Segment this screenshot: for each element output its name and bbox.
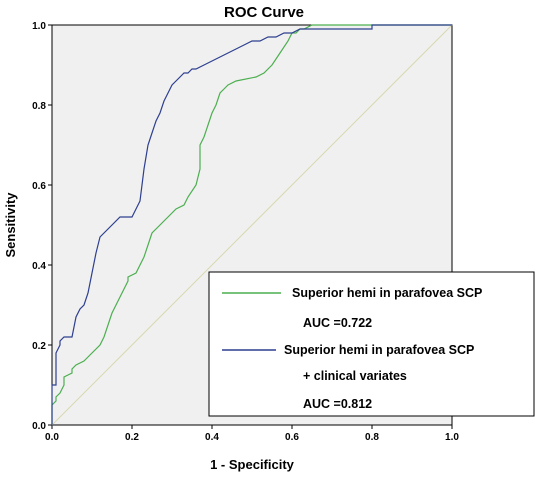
legend-label-clinical-variates: + clinical variates: [303, 369, 407, 383]
x-tick-label: 0.0: [45, 432, 59, 443]
legend: Superior hemi in parafovea SCP AUC =0.72…: [208, 271, 535, 417]
x-tick-label: 0.2: [125, 432, 139, 443]
legend-label-superior-hemi-clinical: Superior hemi in parafovea SCP: [284, 343, 474, 357]
reference-diagonal-line: [51, 24, 453, 426]
y-tick-label: 0.0: [32, 421, 46, 432]
y-tick-label: 0.8: [32, 101, 46, 112]
x-tick-label: 0.4: [205, 432, 219, 443]
y-tick-label: 0.4: [32, 261, 46, 272]
series-line-superior-hemi-clinical: [51, 24, 452, 425]
x-axis: 0.0 0.2 0.4 0.6 0.8 1.0: [45, 425, 459, 443]
y-tick-label: 0.6: [32, 181, 46, 192]
x-tick-label: 1.0: [445, 432, 459, 443]
x-tick-label: 0.8: [365, 432, 379, 443]
legend-label-superior-hemi: Superior hemi in parafovea SCP: [292, 286, 482, 300]
legend-auc-superior-hemi: AUC =0.722: [303, 316, 372, 330]
chart-title: ROC Curve: [224, 4, 304, 21]
y-tick-label: 1.0: [32, 21, 46, 32]
x-tick-label: 0.6: [285, 432, 299, 443]
y-tick-label: 0.2: [32, 341, 46, 352]
legend-auc-superior-hemi-clinical: AUC =0.812: [303, 397, 372, 411]
series-line-superior-hemi: [51, 24, 452, 425]
x-axis-title: 1 - Specificity: [210, 457, 295, 472]
y-axis: 0.0 0.2 0.4 0.6 0.8 1.0: [32, 21, 52, 432]
legend-box: [208, 271, 535, 417]
y-axis-title: Sensitivity: [3, 192, 18, 258]
